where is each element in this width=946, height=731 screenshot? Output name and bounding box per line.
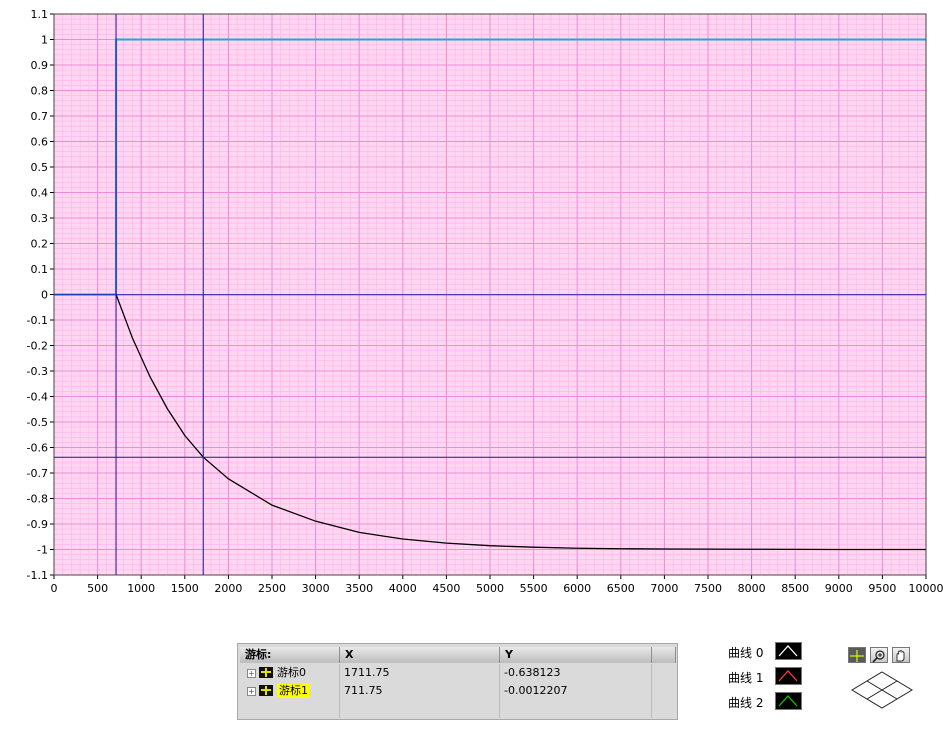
cursor-crosshair-icon[interactable] — [259, 667, 273, 678]
y-tick-label: -0.9 — [27, 518, 48, 531]
x-tick-label: 4000 — [389, 582, 417, 595]
wave-icon — [778, 670, 798, 682]
y-tick-label: 0.4 — [31, 187, 49, 200]
y-tick-label: 0.7 — [31, 110, 49, 123]
y-tick-label: 0.1 — [31, 263, 49, 276]
pan-hand-icon — [896, 650, 905, 662]
plot1-swatch[interactable] — [775, 667, 802, 685]
y-tick-label: 0.3 — [31, 212, 49, 225]
y-tick-label: 1.1 — [31, 8, 49, 21]
cursor-1[interactable] — [54, 14, 926, 575]
x-tick-label: 7000 — [650, 582, 678, 595]
x-tick-label: 5000 — [476, 582, 504, 595]
legend-label: 曲线 0 — [728, 646, 764, 660]
x-tick-label: 1000 — [127, 582, 155, 595]
x-tick-label: 6000 — [563, 582, 591, 595]
x-tick-label: 6500 — [607, 582, 635, 595]
cursor-row-x[interactable]: 711.75 — [344, 684, 383, 697]
cursor-row-name[interactable]: 游标1 — [277, 684, 310, 698]
plot2-swatch[interactable] — [775, 692, 802, 710]
zoom-tool-button[interactable] — [870, 647, 888, 663]
x-tick-labels: 0 500 1000 1500 2000 2500 3000 3500 4000 4500 5000… — [51, 575, 944, 595]
crosshair-tool-button[interactable] — [848, 647, 866, 663]
cursor-row-y[interactable]: -0.0012207 — [504, 684, 568, 697]
series-line-1 — [115, 294, 926, 551]
cursor-x-header: X — [340, 647, 500, 663]
y-tick-label: -1 — [37, 544, 48, 557]
x-tick-label: 500 — [87, 582, 108, 595]
x-tick-label: 9500 — [868, 582, 896, 595]
x-tick-label: 3000 — [302, 582, 330, 595]
cursor-crosshair-icon[interactable] — [259, 685, 273, 696]
y-tick-label: -0.5 — [27, 416, 48, 429]
column-divider — [499, 664, 500, 718]
cursor-row-x[interactable]: 1711.75 — [344, 666, 390, 679]
navigation-diamond[interactable] — [850, 670, 914, 710]
cursor-name-header: 游标: — [240, 647, 340, 663]
plot0-swatch[interactable] — [775, 642, 802, 660]
wave-icon — [778, 695, 798, 707]
plot-border — [53, 13, 927, 576]
expand-icon[interactable]: + — [247, 669, 256, 678]
y-tick-labels: 1.1 1 0.9 0.8 0.7 0.6 0.5 0.4 0.3 0.2 0.1 0 -0.1 -0.2… — [27, 8, 54, 582]
column-divider — [651, 664, 652, 718]
y-tick-label: 0.5 — [31, 161, 49, 174]
x-tick-label: 2500 — [258, 582, 286, 595]
x-tick-label: 0 — [51, 582, 58, 595]
crosshair-icon — [850, 650, 864, 662]
y-tick-label: -0.4 — [27, 391, 48, 404]
y-tick-label: -0.1 — [27, 314, 48, 327]
x-tick-label: 5500 — [520, 582, 548, 595]
cursor-row-name[interactable]: 游标0 — [277, 666, 306, 679]
x-tick-label: 8000 — [738, 582, 766, 595]
x-tick-label: 10000 — [909, 582, 944, 595]
x-tick-label: 7500 — [694, 582, 722, 595]
y-tick-label: -0.7 — [27, 467, 48, 480]
expand-icon[interactable]: + — [247, 687, 256, 696]
waveform-graph[interactable]: 1.1 1 0.9 0.8 0.7 0.6 0.5 0.4 0.3 0.2 0.1 0 -0.1 -0.2… — [0, 0, 946, 620]
y-tick-label: 0 — [41, 289, 48, 302]
zoom-icon — [872, 650, 885, 663]
x-tick-label: 1500 — [171, 582, 199, 595]
pan-tool-button[interactable] — [892, 647, 910, 663]
x-tick-label: 9000 — [825, 582, 853, 595]
legend-label: 曲线 2 — [728, 696, 764, 710]
cursor-legend-panel[interactable]: 游标: X Y + 游标0 1711.75 -0.638123 + 游标1 71… — [237, 643, 678, 720]
cursor-y-header: Y — [500, 647, 652, 663]
y-tick-label: -0.2 — [27, 340, 48, 353]
wave-icon — [778, 645, 798, 657]
x-tick-label: 8500 — [781, 582, 809, 595]
column-divider — [339, 664, 340, 718]
y-tick-label: 0.8 — [31, 85, 49, 98]
y-tick-label: -0.6 — [27, 442, 48, 455]
y-tick-label: -0.8 — [27, 493, 48, 506]
y-tick-label: -0.3 — [27, 365, 48, 378]
y-tick-label: -1.1 — [27, 569, 48, 582]
x-tick-label: 2000 — [214, 582, 242, 595]
cursor-lines[interactable] — [54, 14, 926, 575]
x-tick-label: 4500 — [432, 582, 460, 595]
y-tick-label: 1 — [41, 34, 48, 47]
cursor-extra-header — [652, 647, 676, 663]
cursor-row-y[interactable]: -0.638123 — [504, 666, 561, 679]
y-tick-label: 0.9 — [31, 59, 49, 72]
x-tick-label: 3500 — [345, 582, 373, 595]
legend-label: 曲线 1 — [728, 671, 764, 685]
y-tick-label: 0.2 — [31, 238, 49, 251]
y-tick-label: 0.6 — [31, 136, 49, 149]
